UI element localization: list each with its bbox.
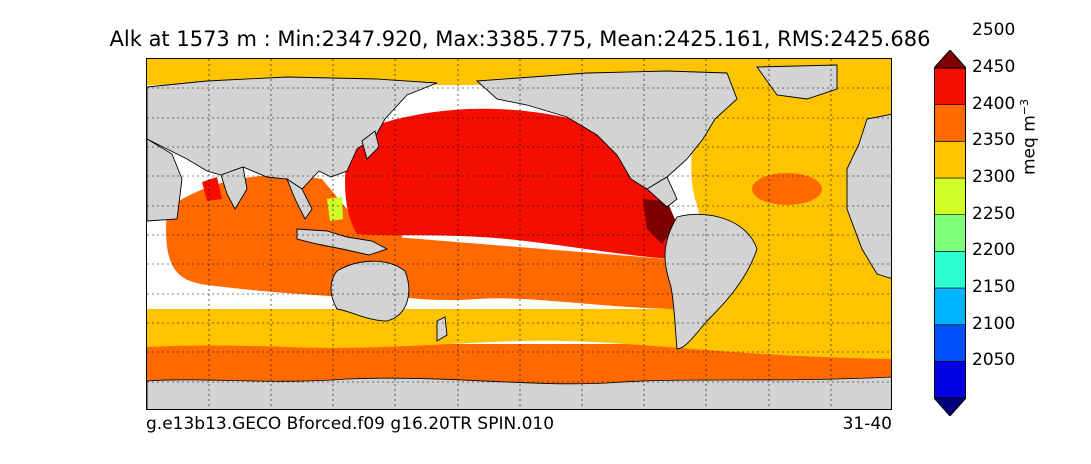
colorbar-unit-label: meq m−3 [1018,95,1040,175]
year-range: 31-40 [842,414,892,434]
colorbar-cells [934,67,966,399]
colorbar [934,50,966,416]
map-title: Alk at 1573 m : Min:2347.920, Max:3385.7… [109,27,931,51]
colorbar-cell [934,287,966,325]
indonesian-seas-patch [327,197,343,221]
map-panel [146,58,892,410]
colorbar-tick-label: 2500 [972,20,1016,41]
north-pacific-region [345,108,672,259]
colorbar-cell [934,177,966,215]
colorbar-tick-label: 2450 [972,57,1016,77]
colorbar-cell [934,251,966,289]
colorbar-cell [934,67,966,105]
colorbar-tick-label: 2050 [972,350,1016,371]
colorbar-tick-label: 2300 [972,167,1016,187]
arabian-sea-patch [202,177,222,201]
colorbar-unit-exponent: −3 [1018,99,1031,116]
colorbar-cell [934,361,966,399]
graticule [147,59,891,409]
colorbar-top-extend-arrow [934,50,966,69]
colorbar-tick-label: 2350 [972,130,1016,151]
colorbar-tick-label: 2200 [972,240,1016,261]
atlantic-high-patch [752,173,822,205]
colorbar-bottom-extend-arrow [934,397,966,416]
colorbar-tick-label: 2250 [972,203,1016,224]
colorbar-tick-label: 2100 [972,313,1016,334]
colorbar-cell [934,141,966,179]
run-name: g.e13b13.GECO Bforced.f09 g16.20TR SPIN.… [146,414,555,434]
east-pacific-maximum [643,199,677,244]
south-pacific-band-region [357,234,707,310]
colorbar-cell [934,324,966,362]
colorbar-unit: meq m [1019,115,1040,175]
colorbar-tick-label: 2150 [972,277,1016,297]
colorbar-tick-label: 2400 [972,93,1016,114]
colorbar-frame [934,67,966,399]
world-map [147,59,891,409]
colorbar-cell [934,214,966,252]
colorbar-cell [934,104,966,142]
continents [147,64,891,350]
